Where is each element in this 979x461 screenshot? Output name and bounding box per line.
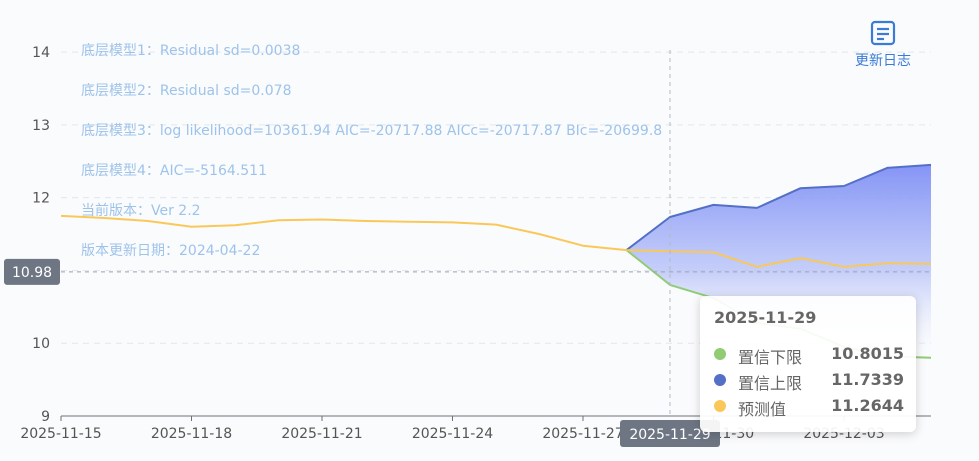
model-note: 底层模型2：Residual sd=0.078 — [81, 83, 291, 99]
model-annotations: 底层模型1：Residual sd=0.0038 底层模型2：Residual s… — [81, 43, 662, 259]
model-note: 当前版本：Ver 2.2 — [81, 202, 201, 219]
y-tick-label: 9 — [41, 409, 50, 425]
crosshair: 10.98 2025-11-29 — [4, 50, 931, 447]
tooltip-row-name: 置信上限 — [738, 374, 803, 393]
tooltip-row-lower: 置信下限 10.8015 — [714, 342, 906, 367]
lower-bound-marker-icon — [714, 348, 726, 360]
x-tick-label: 2025-11-21 — [281, 426, 362, 442]
tooltip-row-upper: 置信上限 11.7339 — [714, 368, 906, 393]
tooltip: 2025-11-29 置信下限 10.8015 置信上限 11.7339 预测值… — [700, 296, 916, 432]
tooltip-row-value: 10.8015 — [831, 344, 904, 363]
x-tick-label: 2025-11-15 — [20, 426, 101, 442]
grid — [61, 51, 931, 344]
model-note: 版本更新日期：2024-04-22 — [81, 243, 260, 259]
y-tick-label: 10 — [32, 336, 50, 352]
forecast-marker-icon — [714, 400, 726, 412]
tooltip-row-name: 置信下限 — [738, 348, 803, 367]
document-icon — [870, 20, 896, 46]
tooltip-title: 2025-11-29 — [714, 308, 817, 327]
model-note: 底层模型4：AIC=-5164.511 — [81, 163, 267, 179]
upper-bound-marker-icon — [714, 374, 726, 386]
forecast-line — [60, 214, 932, 268]
y-tick-label: 14 — [32, 45, 50, 61]
crosshair-y-label: 10.98 — [12, 265, 52, 281]
tooltip-row-value: 11.7339 — [831, 370, 904, 389]
x-tick-label: 2025-11-27 — [542, 426, 623, 442]
tooltip-row-value: 11.2644 — [831, 396, 904, 415]
changelog-button[interactable]: 更新日志 — [846, 18, 920, 70]
tooltip-row-forecast: 预测值 11.2644 — [714, 394, 906, 419]
y-tick-label: 12 — [32, 191, 50, 207]
model-note: 底层模型1：Residual sd=0.0038 — [81, 43, 300, 59]
x-tick-label: 2025-11-18 — [151, 426, 232, 442]
y-tick-label: 13 — [32, 118, 50, 134]
x-tick-label: 2025-11-24 — [412, 426, 493, 442]
model-note: 底层模型3：log likelihood=10361.94 AIC=-20717… — [81, 123, 662, 139]
changelog-label: 更新日志 — [855, 53, 911, 69]
crosshair-y-label-box — [4, 258, 60, 285]
tooltip-row-name: 预测值 — [738, 400, 787, 419]
crosshair-x-label: 2025-11-29 — [629, 427, 710, 443]
upper-bound-line — [625, 163, 932, 251]
crosshair-x-label-box — [620, 420, 720, 447]
